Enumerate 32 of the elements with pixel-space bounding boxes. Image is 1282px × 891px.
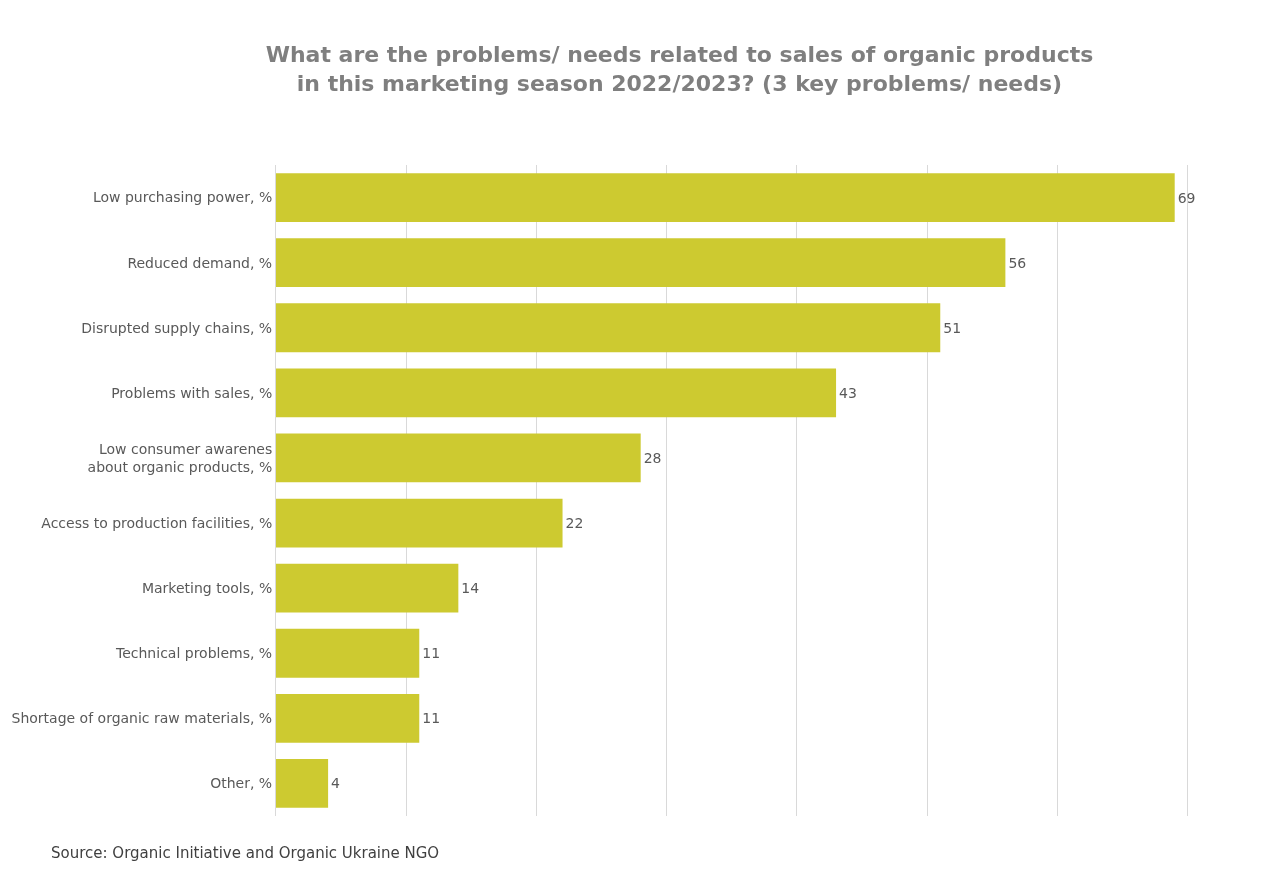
y-tick-label: Disrupted supply chains, % [81, 319, 273, 336]
bar [276, 433, 641, 483]
y-tick-label: Reduced demand, % [127, 254, 273, 271]
y-tick-label: Shortage of organic raw materials, % [11, 710, 273, 727]
data-label: 14 [461, 580, 480, 597]
y-tick-label: Technical problems, % [115, 645, 273, 662]
data-label: 43 [839, 384, 857, 401]
y-tick-label: Access to production facilities, % [41, 514, 273, 531]
data-label: 69 [1177, 189, 1196, 206]
data-label: 22 [565, 515, 584, 532]
chart-title: What are the problems/ needs related to sales of organic products in this marketing season 2022/2023? (3 key problems/ needs) [265, 42, 1094, 96]
bar [276, 173, 1175, 222]
bar [276, 628, 420, 678]
data-label: 4 [331, 775, 341, 792]
y-tick-label: Low purchasing power, % [92, 189, 273, 206]
bar [276, 563, 459, 613]
data-label: 11 [422, 645, 441, 662]
bar [276, 693, 420, 743]
bar [276, 759, 329, 808]
data-label: 28 [643, 449, 662, 466]
bar [276, 238, 1006, 288]
bar [276, 498, 563, 548]
y-tick-label: Problems with sales, % [111, 384, 273, 401]
bar [276, 368, 837, 418]
data-label: 56 [1008, 254, 1027, 271]
bar [276, 303, 941, 353]
y-tick-label: Low consumer awarenes about organic products, % [87, 440, 273, 475]
y-tick-label: Other, % [210, 775, 273, 792]
y-tick-label: Marketing tools, % [141, 580, 273, 597]
data-label: 51 [943, 319, 962, 336]
source-note: Source: Organic Initiative and Organic Ukraine NGO [51, 844, 440, 862]
data-label: 11 [422, 710, 441, 727]
